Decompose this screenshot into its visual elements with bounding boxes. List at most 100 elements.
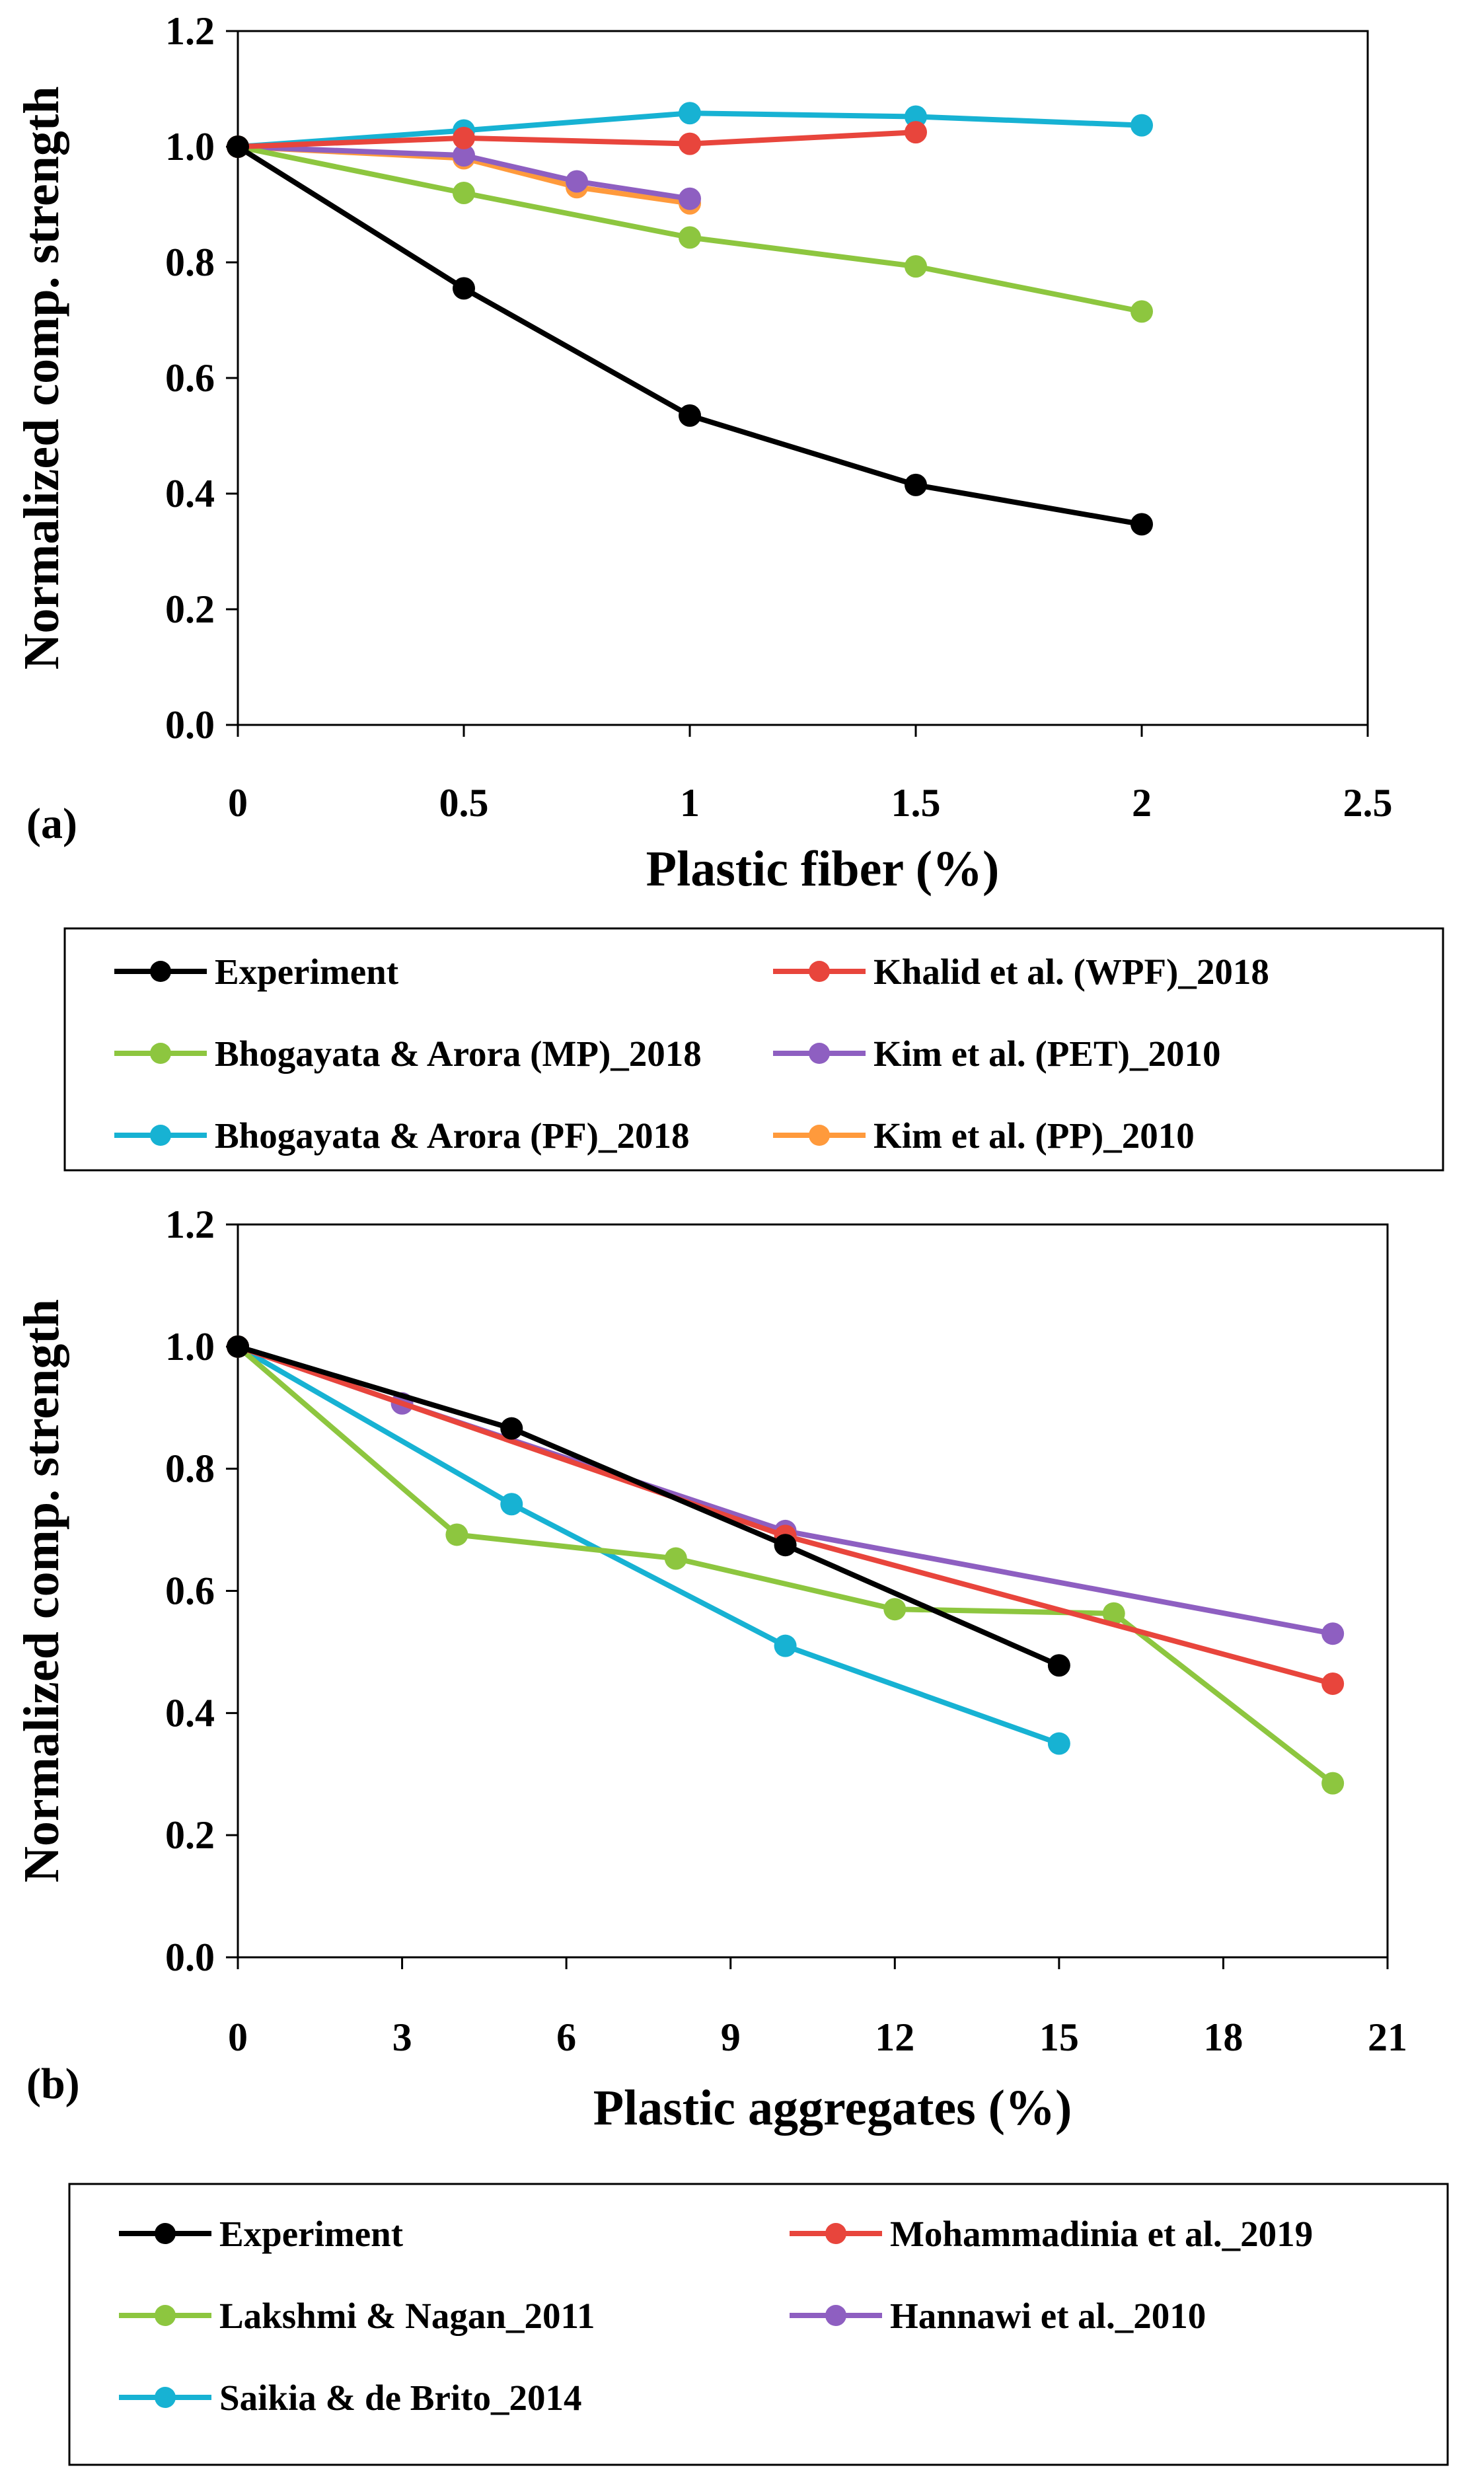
legend-box	[68, 2183, 1449, 2466]
legend-swatch-marker	[150, 1125, 171, 1146]
x-tick-label: 2.5	[1343, 781, 1393, 825]
data-point	[445, 1523, 468, 1546]
x-tick-label: 12	[875, 2015, 914, 2059]
legend-label: Hannawi et al._2010	[890, 2296, 1206, 2336]
legend-swatch-marker	[809, 1125, 830, 1146]
panel-a-chart: 0.0 0.2 0.4 0.6 0.8 1.0 1.2 0 0.5 1 1.5 2 2.5 Plastic…	[14, 9, 1393, 897]
legend-item-lakshmi-nagan-2011: Lakshmi & Nagan_2011	[119, 2296, 595, 2336]
data-point	[905, 121, 927, 144]
y-tick-label: 0.4	[165, 1691, 215, 1735]
data-point	[679, 102, 701, 125]
data-point	[1131, 300, 1153, 323]
data-point	[774, 1634, 797, 1657]
series-line	[237, 144, 690, 202]
data-point	[453, 182, 475, 204]
y-axis-title: Normalized comp. strength	[14, 86, 69, 669]
legend-swatch-marker	[155, 2223, 176, 2244]
x-axis-title: Plastic aggregates (%)	[593, 2080, 1072, 2136]
data-point	[905, 473, 927, 496]
legend-swatch-marker	[150, 1043, 171, 1064]
data-point	[679, 404, 701, 427]
x-tick-label: 21	[1368, 2015, 1407, 2059]
legend-label: Kim et al. (PET)_2010	[873, 1033, 1220, 1074]
x-tick-label: 1	[680, 781, 700, 825]
legend-item-experiment: Experiment	[114, 952, 399, 992]
panel-b-legend: Experiment Mohammadinia et al._2019 Lakshm…	[68, 2183, 1449, 2466]
data-point	[453, 126, 475, 149]
panel-label: (a)	[26, 800, 77, 848]
series-hannawi-et-al-2010	[227, 1335, 1345, 1645]
data-point	[1321, 1772, 1345, 1795]
legend-label: Experiment	[215, 952, 399, 992]
data-point	[664, 1547, 687, 1570]
y-tick-label: 0.0	[165, 703, 215, 747]
series-line	[236, 1344, 1335, 1785]
legend-label: Bhogayata & Arora (MP)_2018	[215, 1033, 702, 1074]
legend-label: Bhogayata & Arora (PF)_2018	[215, 1115, 690, 1156]
y-axis-title: Normalized comp. strength	[14, 1299, 69, 1883]
data-point	[1102, 1602, 1125, 1625]
legend-item-hannawi-et-al-2010: Hannawi et al._2010	[790, 2296, 1206, 2336]
legend-swatch-marker	[155, 2305, 176, 2326]
data-point	[500, 1417, 523, 1440]
data-point	[500, 1493, 523, 1516]
data-point	[883, 1598, 907, 1621]
panel-a-legend: Experiment Khalid et al. (WPF)_2018 Bhogay…	[63, 927, 1444, 1172]
data-point	[1131, 114, 1153, 137]
data-point	[679, 226, 701, 249]
legend-item-kim-et-al-pp-2010: Kim et al. (PP)_2010	[773, 1115, 1195, 1156]
y-tick-label: 0.2	[165, 587, 215, 631]
legend-item-khalid-et-al-wpf-2018: Khalid et al. (WPF)_2018	[773, 952, 1269, 992]
legend-item-bhogayata-arora-pf-2018: Bhogayata & Arora (PF)_2018	[114, 1115, 690, 1156]
legend-swatch-marker	[825, 2223, 846, 2244]
data-point	[905, 105, 927, 128]
panel-label: (b)	[26, 2060, 80, 2108]
legend-label: Mohammadinia et al._2019	[890, 2214, 1313, 2254]
legend-swatch-marker	[809, 1043, 830, 1064]
legend-swatch-marker	[150, 961, 171, 982]
series-line	[237, 1344, 1060, 1668]
legend-box	[63, 927, 1444, 1172]
legend-swatch-marker	[825, 2305, 846, 2326]
data-point	[1131, 513, 1153, 536]
y-tick-label: 0.0	[165, 1935, 215, 1979]
data-point	[1321, 1672, 1345, 1695]
y-tick-label: 1.2	[165, 1203, 215, 1246]
series-saikia-de-brito-2014	[227, 1335, 1070, 1755]
legend-label: Experiment	[219, 2214, 404, 2254]
data-point	[679, 187, 701, 210]
y-tick-label: 1.2	[165, 9, 215, 53]
series-line	[237, 130, 916, 149]
x-tick-label: 9	[721, 2015, 741, 2059]
y-tick-label: 0.8	[165, 1447, 215, 1491]
legend-item-mohammadinia-et-al-2019: Mohammadinia et al._2019	[790, 2214, 1313, 2254]
data-point	[774, 1534, 797, 1557]
data-point	[1047, 1654, 1070, 1677]
y-tick-label: 0.8	[165, 241, 215, 284]
data-point	[453, 144, 475, 167]
data-point	[905, 255, 927, 278]
y-tick-label: 0.6	[165, 356, 215, 400]
legend-swatch-marker	[155, 2387, 176, 2408]
data-point	[227, 135, 249, 158]
y-tick-label: 0.4	[165, 472, 215, 515]
y-tick-label: 0.6	[165, 1569, 215, 1613]
x-tick-label: 15	[1039, 2015, 1079, 2059]
series-experiment	[227, 1335, 1070, 1677]
data-point	[227, 1335, 249, 1358]
x-axis-title: Plastic fiber (%)	[646, 841, 1000, 897]
legend-item-saikia-de-brito-2014: Saikia & de Brito_2014	[119, 2378, 582, 2418]
x-tick-label: 2	[1132, 781, 1152, 825]
x-tick-label: 0	[228, 781, 248, 825]
legend-item-bhogayata-arora-mp-2018: Bhogayata & Arora (MP)_2018	[114, 1033, 702, 1074]
legend-label: Khalid et al. (WPF)_2018	[873, 952, 1269, 992]
data-point	[679, 132, 701, 155]
panel-b-chart: 0.0 0.2 0.4 0.6 0.8 1.0 1.2 0 3 6 9 12 15 18 21 Plastic…	[14, 1203, 1407, 2136]
legend-label: Saikia & de Brito_2014	[219, 2378, 582, 2418]
y-tick-label: 1.0	[165, 1325, 215, 1369]
x-tick-label: 6	[556, 2015, 576, 2059]
y-tick-label: 0.2	[165, 1813, 215, 1857]
y-tick-label: 1.0	[165, 125, 215, 169]
x-tick-label: 0	[228, 2015, 248, 2059]
